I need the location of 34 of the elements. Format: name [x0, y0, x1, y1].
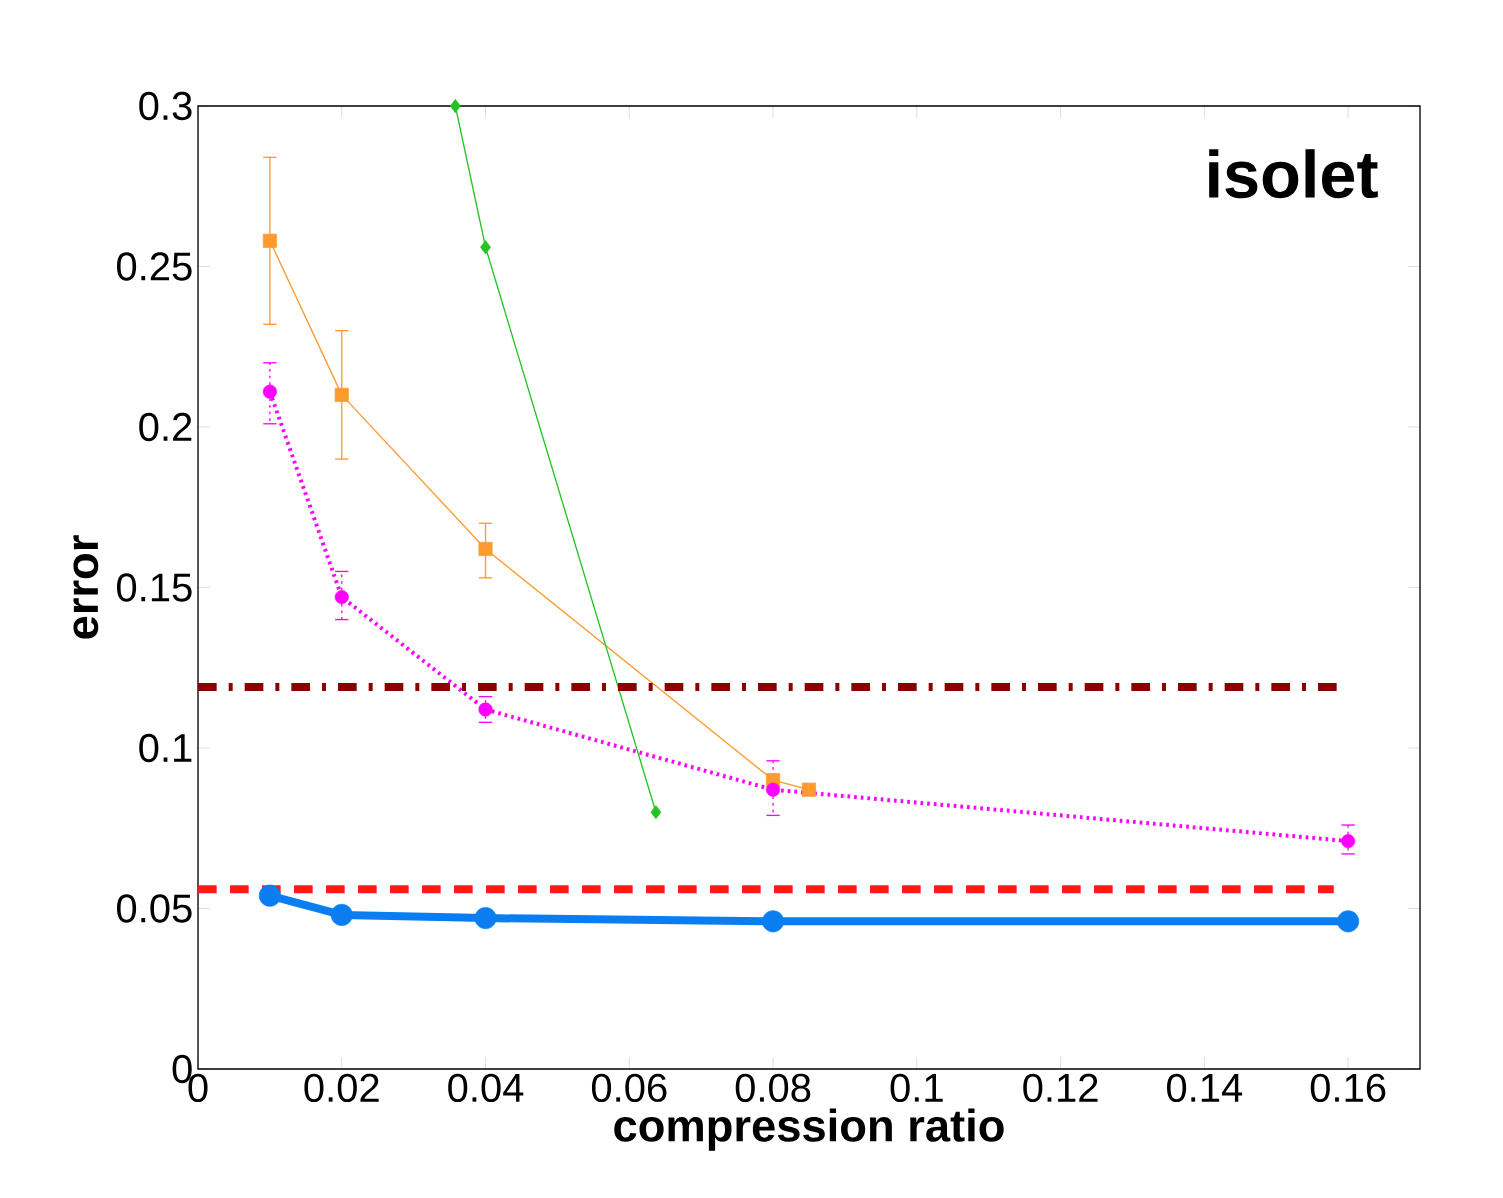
point [330, 903, 353, 926]
point [474, 907, 497, 930]
point [262, 233, 277, 248]
x-tick-label: 0.02 [304, 1073, 379, 1103]
point [766, 782, 781, 797]
y-tick-label: 0.15 [117, 573, 192, 602]
point [258, 884, 281, 907]
y-tick-label: 0.3 [139, 91, 192, 121]
x-tick-label: 0.08 [735, 1073, 811, 1103]
y-tick-label: 0.2 [139, 412, 192, 442]
y-tick-label: 0.25 [117, 252, 192, 281]
point [478, 541, 493, 556]
point [478, 702, 493, 717]
point [650, 805, 662, 820]
point [334, 387, 349, 402]
point [334, 590, 349, 605]
x-tick-label: 0.1 [890, 1073, 943, 1103]
point [1341, 834, 1356, 849]
annotation: isolet [1209, 149, 1378, 199]
x-tick-label: 0.06 [591, 1073, 667, 1103]
point [262, 384, 277, 399]
x-tick-label: 0.14 [1167, 1073, 1243, 1103]
point [450, 98, 461, 113]
point [802, 782, 817, 797]
x-tick-label: 0.16 [1310, 1073, 1386, 1103]
x-axis-title: compression ratio [614, 1108, 1004, 1151]
point [480, 240, 491, 255]
x-tick-label: 0.04 [448, 1073, 524, 1103]
point [762, 910, 785, 933]
point [1337, 910, 1360, 933]
y-axis-title: error [73, 535, 99, 639]
y-tick-label: 0.05 [117, 894, 192, 923]
x-tick-label: 0.12 [1023, 1073, 1098, 1103]
y-tick-label: 0.1 [139, 733, 192, 763]
